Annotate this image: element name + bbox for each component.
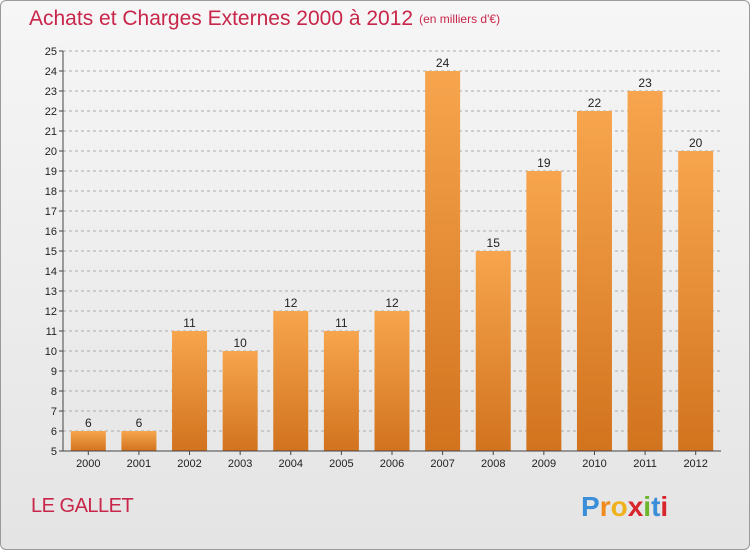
y-tick-label: 24	[45, 66, 57, 78]
bar	[576, 111, 612, 451]
x-tick-label: 2000	[76, 458, 100, 470]
bar-value-label: 10	[233, 336, 247, 350]
y-tick-label: 18	[45, 186, 57, 198]
bar	[475, 251, 511, 451]
y-tick-label: 9	[51, 366, 57, 378]
x-tick-label: 2002	[177, 458, 201, 470]
bar-value-label: 23	[638, 76, 652, 90]
y-tick-label: 6	[51, 426, 57, 438]
y-tick-label: 8	[51, 386, 57, 398]
bar	[627, 91, 663, 451]
bar-value-label: 12	[284, 296, 298, 310]
y-tick-label: 25	[45, 46, 57, 58]
x-tick-label: 2007	[430, 458, 454, 470]
x-tick-label: 2012	[683, 458, 707, 470]
axes	[59, 50, 721, 455]
bar	[526, 171, 562, 451]
location-label: LE GALLET	[31, 495, 134, 517]
y-tick-label: 5	[51, 446, 57, 458]
y-tick-label: 23	[45, 86, 57, 98]
y-tick-label: 21	[45, 126, 57, 138]
x-tick-label: 2006	[380, 458, 404, 470]
bar	[121, 431, 157, 451]
x-tick-label: 2001	[127, 458, 151, 470]
proxiti-logo: Proxiti	[581, 491, 668, 522]
chart-title: Achats et Charges Externes 2000 à 2012 (e…	[29, 7, 500, 31]
bar	[374, 311, 410, 451]
bar	[678, 151, 714, 451]
bar-value-label: 12	[385, 296, 399, 310]
y-tick-label: 15	[45, 246, 57, 258]
bar	[323, 331, 359, 451]
svg-text:Proxiti: Proxiti	[581, 491, 668, 522]
y-tick-label: 20	[45, 146, 57, 158]
bar-value-label: 20	[689, 136, 703, 150]
x-tick-label: 2010	[582, 458, 606, 470]
y-tick-label: 13	[45, 286, 57, 298]
chart-title-text: Achats et Charges Externes 2000 à 2012	[29, 7, 414, 30]
bar	[273, 311, 309, 451]
y-tick-label: 14	[45, 266, 57, 278]
chart-title-unit: (en milliers d'€)	[419, 12, 501, 26]
x-tick-label: 2003	[228, 458, 252, 470]
y-tick-label: 10	[45, 346, 57, 358]
bars	[70, 71, 714, 451]
y-tick-label: 11	[46, 326, 57, 338]
y-tick-label: 16	[45, 226, 57, 238]
bar	[172, 331, 208, 451]
y-tick-label: 22	[45, 106, 57, 118]
bar-value-label: 6	[136, 416, 143, 430]
bar-value-label: 11	[183, 316, 196, 330]
bar	[222, 351, 258, 451]
bar-value-label: 6	[85, 416, 92, 430]
bar-value-label: 22	[588, 96, 602, 110]
y-tick-label: 12	[45, 306, 57, 318]
bar	[70, 431, 106, 451]
y-tick-label: 17	[45, 206, 57, 218]
bar-value-label: 24	[436, 56, 450, 70]
x-tick-label: 2005	[329, 458, 353, 470]
y-tick-label: 7	[51, 406, 57, 418]
labels: 5 6 7 8 9 10 11 12 13 14 15 16 17 18 19 20 21 22 23 24 25 6 20…	[45, 46, 708, 470]
bar-value-label: 19	[537, 156, 551, 170]
bar	[425, 71, 461, 451]
bar-value-label: 11	[335, 316, 348, 330]
x-tick-label: 2009	[532, 458, 556, 470]
y-tick-label: 19	[45, 166, 57, 178]
x-tick-label: 2011	[633, 458, 657, 470]
x-tick-label: 2008	[481, 458, 505, 470]
x-tick-label: 2004	[279, 458, 303, 470]
bar-value-label: 15	[487, 236, 501, 250]
